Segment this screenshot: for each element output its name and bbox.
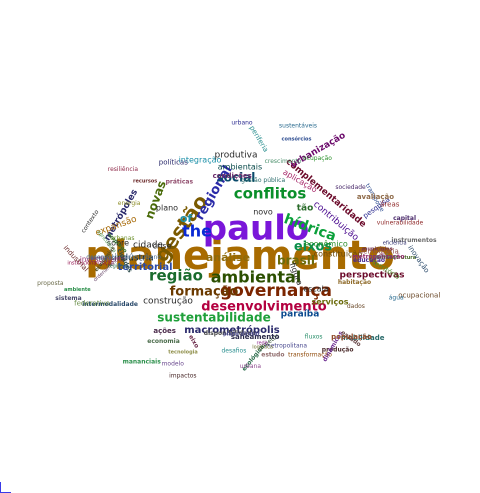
word-urbana: urbana bbox=[240, 363, 262, 370]
word-disponibilidade: disponibilidade bbox=[204, 330, 256, 337]
word-urbano: urbano bbox=[231, 120, 253, 127]
word-questões: questões bbox=[369, 254, 396, 261]
word-modelo: modelo bbox=[162, 361, 185, 368]
word-impactos: impactos bbox=[169, 372, 196, 379]
word-região: região bbox=[149, 267, 203, 285]
word-arranjos: arranjos bbox=[90, 255, 114, 262]
word-ocupação: ocupação bbox=[303, 155, 332, 162]
word-ações: ações bbox=[153, 327, 176, 335]
word-áreas: áreas bbox=[380, 201, 400, 209]
word-perspectivas: perspectivas bbox=[340, 271, 405, 281]
word-desenvolvimento: desenvolvimento bbox=[201, 300, 327, 315]
word-práticas: práticas bbox=[166, 179, 194, 186]
word-plano: plano bbox=[156, 204, 178, 213]
word-educação: educação bbox=[353, 257, 385, 264]
word-eixos: eixos bbox=[294, 240, 333, 255]
word-novo: novo bbox=[253, 208, 273, 217]
word-territorial: territorial bbox=[117, 262, 172, 273]
word-metropolização: metropolização bbox=[352, 254, 404, 261]
word-políticas: políticas bbox=[159, 158, 188, 166]
word-formação: formação bbox=[170, 285, 239, 300]
word-economia: economia bbox=[147, 338, 180, 345]
word-sistema: sistema bbox=[55, 295, 81, 302]
word-estudo: estudo bbox=[261, 351, 284, 358]
word-população: população bbox=[331, 333, 372, 341]
word-regiões: regiões bbox=[108, 263, 127, 269]
word-ambientais: ambientais bbox=[218, 163, 262, 172]
word-serviços: serviços bbox=[311, 298, 348, 307]
word-proposta: proposta bbox=[37, 280, 64, 287]
word-mananciais: mananciais bbox=[123, 359, 162, 366]
word-crescimento: crescimento bbox=[265, 158, 302, 165]
word-desafios: desafios bbox=[221, 348, 246, 355]
word-desenvolvimento-urbano: desenvolvimento urbano bbox=[86, 254, 161, 261]
word-análise: análise bbox=[206, 251, 250, 264]
word-capital: capital bbox=[393, 215, 416, 222]
word-integração: integração bbox=[179, 156, 222, 165]
word-sustentabilidade: sustentabilidade bbox=[157, 311, 270, 325]
frame-corner-marker bbox=[0, 482, 11, 493]
word-dados: dados bbox=[347, 303, 365, 310]
word-consórcios: consórcios bbox=[282, 136, 312, 143]
word-of: of bbox=[180, 212, 193, 225]
word-constituição: constituição bbox=[314, 250, 363, 259]
word-resiliência: resiliência bbox=[108, 166, 139, 173]
word-logística: logística bbox=[252, 343, 273, 350]
word-intermodalidade: intermodalidade bbox=[82, 301, 138, 308]
word-conflitos: conflitos bbox=[234, 185, 307, 203]
word-sobre: sobre bbox=[107, 239, 129, 248]
word-habitação: habitação bbox=[338, 279, 371, 286]
word-crise: crise bbox=[153, 242, 172, 251]
word-construção: construção bbox=[143, 297, 193, 307]
word-paulo: paulo bbox=[203, 209, 310, 249]
word-brasil: brasil bbox=[277, 254, 315, 268]
word-institucionalização: institucionalização bbox=[67, 260, 113, 266]
word-produção: produção bbox=[322, 346, 354, 353]
word-ambiente: ambiente bbox=[64, 287, 91, 293]
word-condições: condições bbox=[213, 172, 252, 180]
word-vulnerabilidade: vulnerabilidade bbox=[377, 220, 424, 227]
word-mobilidade: mobilidade bbox=[341, 334, 385, 342]
word-metropolitana: metropolitana bbox=[265, 343, 308, 350]
word-tão: tão bbox=[297, 204, 314, 214]
word-governança: governança bbox=[220, 281, 332, 301]
word-água: água bbox=[389, 295, 404, 302]
word-infraestrutura: infraestrutura bbox=[376, 255, 416, 261]
word-federativo: federativo bbox=[74, 300, 110, 308]
word-transformação: transformação bbox=[288, 352, 332, 359]
word-instrumentos: instrumentos bbox=[391, 237, 437, 244]
word-social: social bbox=[217, 171, 256, 185]
word-paraíba: paraíba bbox=[281, 310, 320, 320]
word-econômico: econômico bbox=[304, 239, 348, 249]
word-urbanas: urbanas bbox=[110, 235, 134, 242]
word-fluxos: fluxos bbox=[305, 333, 323, 340]
word-macrometrópolis: macrometrópolis bbox=[184, 324, 280, 336]
word-ocupacional: ocupacional bbox=[398, 291, 440, 299]
word-investimento: investimento bbox=[80, 255, 126, 263]
word-the: the bbox=[182, 222, 212, 241]
word-eixo: eixo bbox=[187, 334, 200, 350]
word-plano-diretor: plano diretor bbox=[223, 332, 260, 338]
word-planejamento: planejamento bbox=[85, 233, 395, 279]
word-tecnologia: tecnologia bbox=[168, 350, 198, 356]
word-cidade: cidade bbox=[133, 241, 163, 251]
word-avaliação: avaliação bbox=[357, 193, 394, 201]
word-saneamento: saneamento bbox=[231, 333, 280, 341]
word-gestão-pública: gestão pública bbox=[241, 177, 285, 184]
word-energia: energia bbox=[118, 200, 141, 207]
word-rede: rede bbox=[257, 340, 268, 346]
word-demografia: demografia bbox=[359, 248, 399, 256]
word-recursos: recursos bbox=[133, 179, 157, 185]
word-municípios: municípios bbox=[362, 245, 392, 252]
word-escala: escala bbox=[303, 285, 329, 294]
word-produtiva: produtiva bbox=[214, 151, 257, 161]
word-sociedade: sociedade bbox=[335, 184, 366, 191]
word-eficiência: eficiência bbox=[383, 240, 407, 247]
word-periferia: periferia bbox=[248, 124, 270, 153]
word-sustentáveis: sustentáveis bbox=[279, 123, 317, 130]
word-indústria: indústria bbox=[114, 254, 154, 264]
word-ambiental: ambiental bbox=[211, 268, 302, 287]
